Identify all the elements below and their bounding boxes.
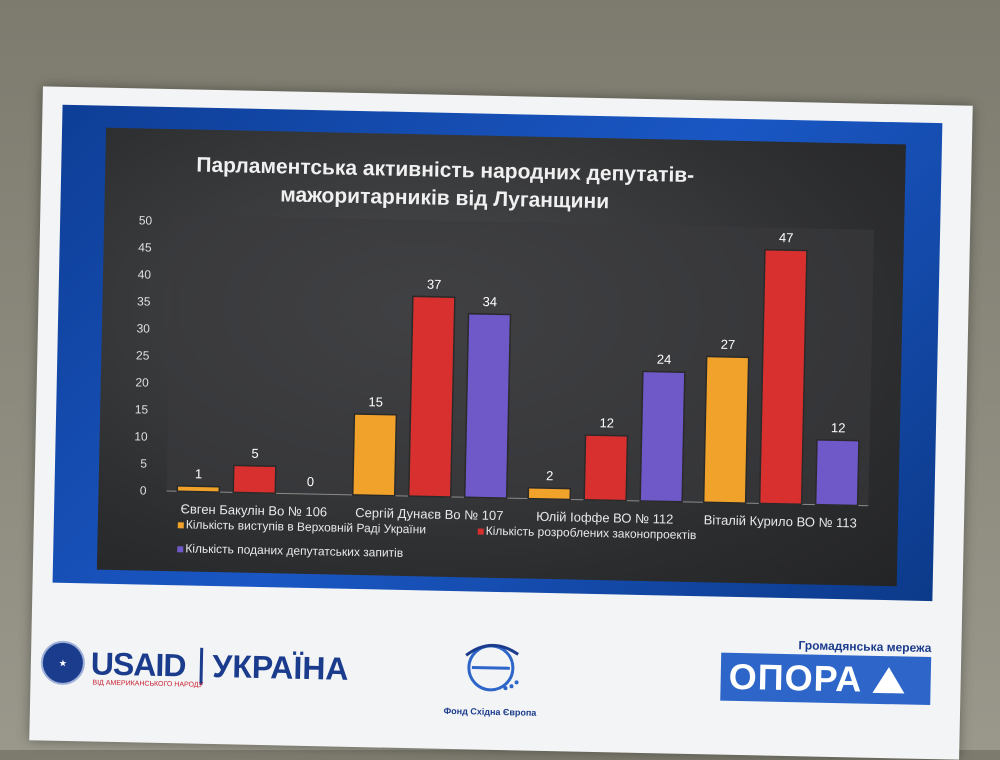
bar [702,355,750,504]
bar [351,413,398,497]
x-axis-line [166,490,869,507]
x-tick-label: Віталій Курило ВО № 113 [704,512,857,530]
bar [639,370,686,503]
bar [527,487,572,501]
opora-wordmark: ОПОРА [728,655,863,700]
fund-logo: Фонд Східна Європа [420,634,562,718]
y-tick-label: 50 [139,213,153,227]
sponsor-logos: ★ USAID ВІД АМЕРИКАНСЬКОГО НАРОДУ УКРАЇН… [29,596,962,755]
y-tick-label: 15 [135,402,149,416]
opora-tagline: Громадянська мережа [798,638,932,656]
y-tick-label: 10 [134,429,148,443]
chart-panel: Парламентська активність народних депута… [96,127,906,587]
y-tick-label: 30 [136,321,150,335]
data-label: 12 [599,415,614,430]
data-label: 1 [195,466,203,481]
fund-name: Фонд Східна Європа [443,705,537,718]
legend-swatch-red [477,528,484,535]
y-tick-label: 20 [135,375,149,389]
usaid-logo: ★ USAID ВІД АМЕРИКАНСЬКОГО НАРОДУ УКРАЇН… [40,640,349,690]
bar [814,439,860,507]
data-label: 5 [251,446,259,461]
slide-frame: Парламентська активність народних депута… [52,104,943,602]
plot-area [166,215,875,506]
usaid-seal-icon: ★ [40,640,86,686]
bar [176,485,221,493]
y-tick-label: 0 [140,483,147,497]
usaid-country: УКРАЇНА [199,647,349,688]
data-label: 47 [779,230,794,245]
y-tick-label: 40 [138,267,152,281]
y-tick-label: 25 [136,348,150,362]
x-tick-label: Сергій Дунаєв Во № 107 [355,505,504,523]
usaid-tagline: ВІД АМЕРИКАНСЬКОГО НАРОДУ [92,679,204,689]
data-label: 37 [427,277,442,292]
legend-swatch-orange [177,522,184,529]
printed-sheet: Парламентська активність народних депута… [29,86,973,760]
bar [407,295,456,498]
data-label: 2 [546,468,554,483]
data-label: 12 [831,420,846,435]
legend-swatch-purple [177,546,184,553]
bar [463,312,512,499]
data-label: 24 [657,352,672,367]
usaid-wordmark: USAID [90,644,186,683]
data-label: 34 [482,294,497,309]
y-tick-label: 35 [137,294,151,308]
opora-box: ОПОРА [720,652,932,706]
y-tick-label: 45 [138,240,152,254]
x-tick-label: Євген Бакулін Во № 106 [180,501,327,519]
bar [232,464,277,495]
bar [758,248,808,506]
data-label: 15 [368,394,383,409]
fund-emblem-icon [465,643,520,692]
bar [583,434,629,502]
opora-logo: Громадянська мережа ОПОРА [720,637,932,706]
x-tick-label: Юлій Іоффе ВО № 112 [536,509,674,527]
y-tick-label: 5 [140,456,147,470]
triangle-icon [872,666,905,694]
data-label: 0 [307,474,315,489]
data-label: 27 [721,337,736,352]
